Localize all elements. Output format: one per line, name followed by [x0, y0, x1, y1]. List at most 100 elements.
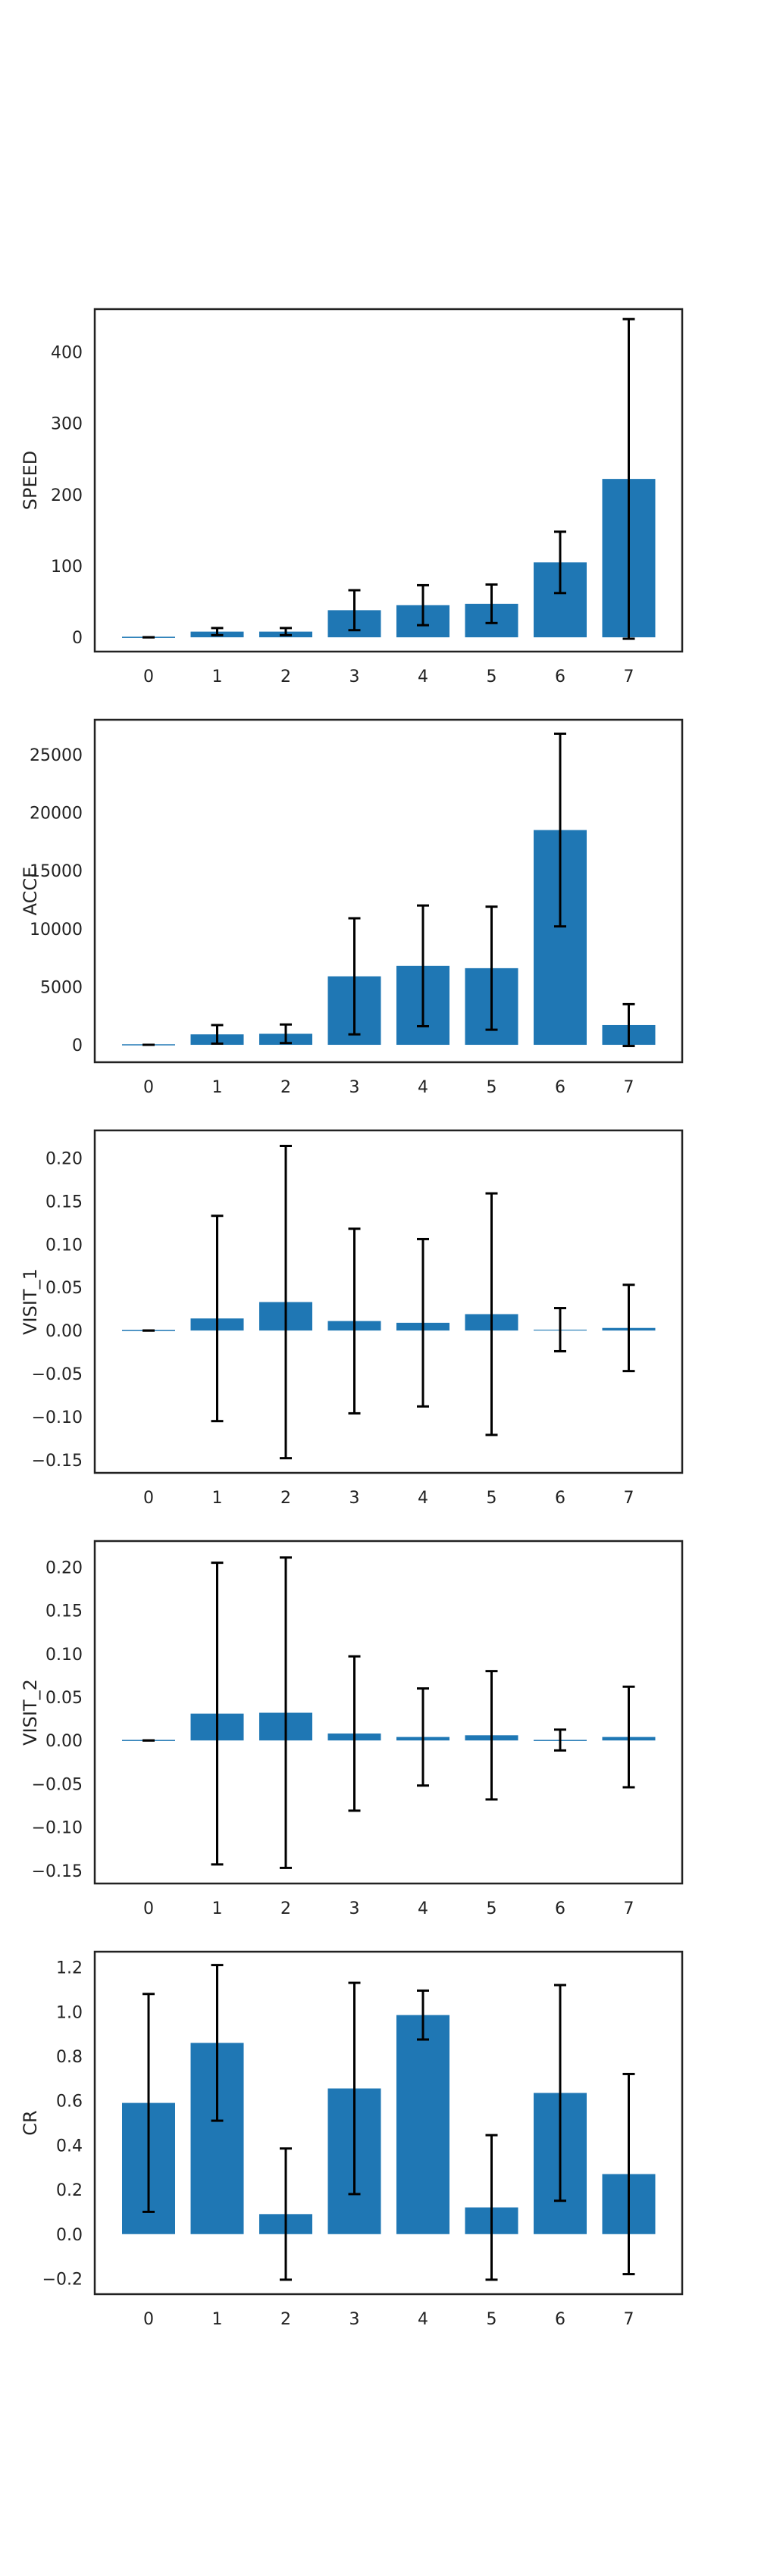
- errorbar-4: [417, 583, 429, 627]
- x-tick-label: 3: [349, 2310, 360, 2329]
- x-tick-label: 0: [143, 667, 154, 686]
- errorbar-4: [417, 1687, 429, 1787]
- y-tick-label: 0.00: [45, 1322, 83, 1341]
- x-tick-label: 4: [418, 667, 428, 686]
- x-tick-label: 0: [143, 1899, 154, 1918]
- x-tick-label: 0: [143, 1078, 154, 1097]
- x-tick-label: 7: [624, 1489, 634, 1508]
- x-tick-label: 5: [487, 2310, 497, 2329]
- plot-frame: [93, 718, 684, 1064]
- errorbar-7: [622, 1685, 635, 1789]
- y-tick-label: 5000: [40, 978, 83, 997]
- errorbar-5: [485, 1192, 498, 1436]
- x-tick-label: 2: [280, 667, 291, 686]
- errorbar-2: [280, 2147, 292, 2281]
- y-tick-label: 400: [51, 344, 83, 363]
- errorbar-4: [417, 1237, 429, 1408]
- errorbar-0: [143, 1993, 155, 2213]
- x-tick-label: 7: [624, 1899, 634, 1918]
- y-tick-label: 0.20: [45, 1149, 83, 1168]
- y-axis-label: ACCE: [20, 867, 41, 916]
- x-tick-label: 3: [349, 1489, 360, 1508]
- x-tick-label: 1: [212, 2310, 223, 2329]
- y-tick-label: 10000: [30, 921, 83, 939]
- x-tick-label: 3: [349, 1899, 360, 1918]
- x-tick-label: 3: [349, 667, 360, 686]
- y-tick-label: −0.05: [32, 1775, 83, 1794]
- errorbar-2: [280, 1556, 292, 1869]
- x-tick-label: 1: [212, 1078, 223, 1097]
- y-tick-label: 20000: [30, 805, 83, 824]
- x-tick-label: 1: [212, 667, 223, 686]
- chart-2: 0 1 2 3 4 5 6 7 0 5000 10000 15000 20000 25000 ACCE: [20, 718, 684, 1097]
- errorbar-3: [348, 1981, 361, 2196]
- y-axis-label: CR: [20, 2110, 41, 2135]
- errorbar-1: [211, 627, 224, 636]
- y-tick-label: 0.2: [56, 2181, 83, 2200]
- x-tick-label: 6: [555, 1899, 565, 1918]
- y-tick-label: 0.00: [45, 1732, 83, 1751]
- y-tick-label: 25000: [30, 746, 83, 765]
- y-tick-label: 1.0: [56, 2003, 83, 2022]
- y-tick-label: 0: [72, 1036, 83, 1055]
- x-tick-label: 5: [487, 1078, 497, 1097]
- y-tick-label: 0.10: [45, 1646, 83, 1665]
- errorbar-2: [280, 1023, 292, 1045]
- y-tick-label: 0.15: [45, 1193, 83, 1211]
- x-tick-label: 2: [280, 1899, 291, 1918]
- y-axis-label: SPEED: [20, 451, 41, 511]
- errorbar-4: [417, 1989, 429, 2041]
- errorbar-1: [211, 1024, 224, 1045]
- plot-frame: [93, 1129, 684, 1474]
- chart-1: 0 1 2 3 4 5 6 7 0 100 200 300 400 SPEED: [20, 308, 684, 686]
- y-tick-label: −0.05: [32, 1365, 83, 1384]
- x-tick-label: 6: [555, 667, 565, 686]
- x-tick-label: 5: [487, 1489, 497, 1508]
- errorbar-3: [348, 589, 361, 632]
- errorbar-6: [554, 1984, 566, 2202]
- y-tick-label: 0.6: [56, 2093, 83, 2112]
- x-tick-label: 1: [212, 1899, 223, 1918]
- y-tick-label: −0.10: [32, 1408, 83, 1427]
- errorbar-3: [348, 1227, 361, 1415]
- errorbar-1: [211, 1215, 224, 1423]
- x-tick-label: 2: [280, 1078, 291, 1097]
- errorbar-5: [485, 905, 498, 1031]
- x-tick-label: 5: [487, 1899, 497, 1918]
- errorbar-6: [554, 530, 566, 595]
- y-tick-label: −0.15: [32, 1452, 83, 1471]
- y-tick-label: 0.0: [56, 2226, 83, 2245]
- y-tick-label: 0.20: [45, 1558, 83, 1577]
- x-tick-label: 7: [624, 2310, 634, 2329]
- x-tick-label: 4: [418, 1489, 428, 1508]
- y-tick-label: 1.2: [56, 1959, 83, 1978]
- errorbar-5: [485, 2134, 498, 2281]
- errorbar-7: [622, 2072, 635, 2276]
- y-tick-label: −0.2: [42, 2270, 83, 2289]
- x-tick-label: 0: [143, 1489, 154, 1508]
- plot-frame: [93, 1540, 684, 1885]
- y-axis-label: VISIT_1: [20, 1268, 41, 1335]
- x-tick-label: 7: [624, 1078, 634, 1097]
- plot-frame: [93, 1950, 684, 2296]
- errorbar-7: [622, 317, 635, 640]
- x-tick-label: 4: [418, 1078, 428, 1097]
- errorbar-5: [485, 583, 498, 624]
- errorbar-2: [280, 1144, 292, 1460]
- x-tick-label: 3: [349, 1078, 360, 1097]
- x-tick-label: 4: [418, 1899, 428, 1918]
- x-tick-label: 4: [418, 2310, 428, 2329]
- errorbar-6: [554, 1307, 566, 1352]
- errorbar-7: [622, 1002, 635, 1048]
- errorbar-1: [211, 1562, 224, 1866]
- errorbar-4: [417, 904, 429, 1027]
- y-tick-label: 0.4: [56, 2137, 83, 2156]
- x-tick-label: 2: [280, 1489, 291, 1508]
- y-tick-label: 100: [51, 558, 83, 577]
- x-tick-label: 7: [624, 667, 634, 686]
- y-tick-label: 0.05: [45, 1279, 83, 1298]
- x-tick-label: 1: [212, 1489, 223, 1508]
- x-tick-label: 6: [555, 1078, 565, 1097]
- x-tick-label: 5: [487, 667, 497, 686]
- y-tick-label: 0.8: [56, 2048, 83, 2067]
